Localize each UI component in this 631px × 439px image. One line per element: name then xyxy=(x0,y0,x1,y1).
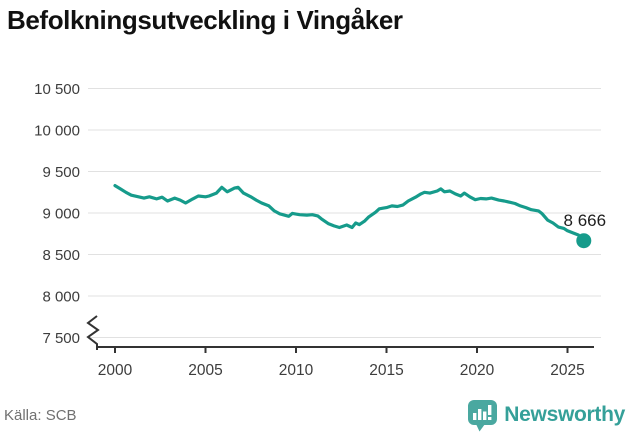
x-axis xyxy=(97,346,594,353)
svg-text:2005: 2005 xyxy=(188,362,222,379)
latest-value-marker: 8 666 xyxy=(564,211,607,249)
gridlines xyxy=(88,88,601,338)
population-series-line xyxy=(113,184,586,243)
newsworthy-logo[interactable]: Newsworthy xyxy=(467,399,625,432)
svg-text:9 500: 9 500 xyxy=(42,164,80,181)
population-line-chart: 10 500 10 000 9 500 9 000 8 500 8 000 7 500 20… xyxy=(34,81,607,379)
brand-name: Newsworthy xyxy=(504,403,625,426)
y-axis-labels: 10 500 10 000 9 500 9 000 8 500 8 000 7 500 xyxy=(34,81,80,347)
svg-text:7 500: 7 500 xyxy=(42,330,80,347)
axis-break-zigzag xyxy=(86,315,100,350)
svg-text:10 500: 10 500 xyxy=(34,81,80,98)
svg-text:2015: 2015 xyxy=(369,362,403,379)
source-label: Källa: SCB xyxy=(4,406,77,424)
newsworthy-icon xyxy=(468,399,498,431)
svg-text:2025: 2025 xyxy=(550,362,584,379)
svg-text:10 000: 10 000 xyxy=(34,123,80,140)
svg-text:8 000: 8 000 xyxy=(42,289,80,306)
footer: Källa: SCB Newsworthy xyxy=(0,397,631,439)
svg-text:2000: 2000 xyxy=(98,362,133,379)
svg-text:8 666: 8 666 xyxy=(564,211,607,230)
svg-text:2010: 2010 xyxy=(279,362,314,379)
svg-text:2020: 2020 xyxy=(460,362,495,379)
chart-title: Befolkningsutveckling i Vingåker xyxy=(7,5,403,35)
svg-text:8 500: 8 500 xyxy=(42,247,80,264)
x-axis-labels: 2000 2005 2010 2015 2020 2025 xyxy=(98,362,585,379)
svg-text:9 000: 9 000 xyxy=(42,206,80,223)
